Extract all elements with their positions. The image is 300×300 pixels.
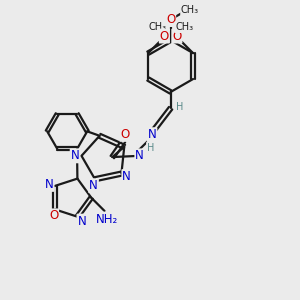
Text: O: O — [49, 209, 58, 222]
Text: CH₃: CH₃ — [148, 22, 166, 32]
Text: N: N — [148, 128, 156, 141]
Text: N: N — [45, 178, 53, 191]
Text: O: O — [172, 30, 182, 43]
Text: N: N — [122, 170, 131, 183]
Text: N: N — [77, 214, 86, 228]
Text: H: H — [147, 142, 154, 153]
Text: NH₂: NH₂ — [96, 213, 118, 226]
Text: CH₃: CH₃ — [175, 22, 193, 32]
Text: O: O — [160, 30, 169, 43]
Text: N: N — [89, 179, 98, 192]
Text: O: O — [120, 128, 130, 141]
Text: CH₃: CH₃ — [181, 5, 199, 15]
Text: O: O — [166, 13, 175, 26]
Text: N: N — [135, 149, 144, 162]
Text: H: H — [176, 102, 184, 112]
Text: N: N — [71, 149, 80, 162]
